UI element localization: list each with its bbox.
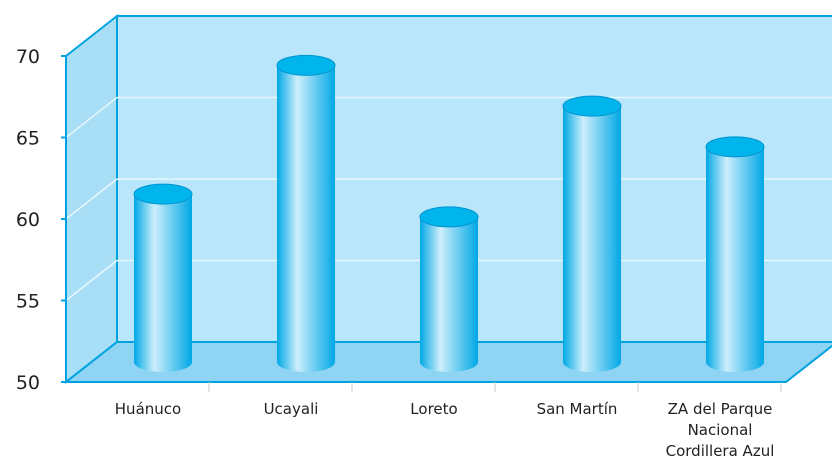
y-tick-label: 60 xyxy=(16,209,40,231)
x-tick-label: ZA del Parque Nacional Cordillera Azul xyxy=(666,400,775,460)
y-tick-label: 70 xyxy=(16,46,40,68)
gridline xyxy=(65,259,118,302)
y-tick-label: 50 xyxy=(16,372,40,394)
gridline xyxy=(65,96,118,139)
bar xyxy=(276,54,336,372)
x-tick-label-line: Cordillera Azul xyxy=(666,442,775,460)
axes xyxy=(61,55,786,392)
y-tick-label: 55 xyxy=(16,291,40,313)
x-tick-label-line: Nacional xyxy=(688,421,753,439)
bar-top xyxy=(705,136,765,158)
bars xyxy=(133,54,765,372)
axis-labels: 50 55 60 65 70 Huánuco Ucayali Loreto San Martín… xyxy=(16,46,775,460)
x-tick-label-line: Huánuco xyxy=(115,400,181,418)
bar-body xyxy=(134,194,192,372)
x-tick-label: Ucayali xyxy=(264,400,319,418)
x-tick-label: Huánuco xyxy=(115,400,181,418)
bar xyxy=(419,206,479,372)
gridline xyxy=(65,178,118,220)
bar-top xyxy=(562,95,622,117)
bar-top xyxy=(276,54,336,76)
bar-body xyxy=(563,106,621,372)
bar-top xyxy=(419,206,479,228)
x-tick-label: Loreto xyxy=(410,400,457,418)
bar xyxy=(133,183,193,372)
x-tick-label-line: Loreto xyxy=(410,400,457,418)
x-tick-label: San Martín xyxy=(537,400,618,418)
x-tick-label-line: Ucayali xyxy=(264,400,319,418)
x-tick-label-line: ZA del Parque xyxy=(668,400,773,418)
bar-body xyxy=(706,146,764,372)
bar-top xyxy=(133,183,193,205)
bar xyxy=(562,95,622,372)
x-tick-label-line: San Martín xyxy=(537,400,618,418)
y-tick-label: 65 xyxy=(16,128,40,150)
bar xyxy=(705,136,765,372)
bar-body xyxy=(420,216,478,372)
bar-body xyxy=(277,65,335,372)
